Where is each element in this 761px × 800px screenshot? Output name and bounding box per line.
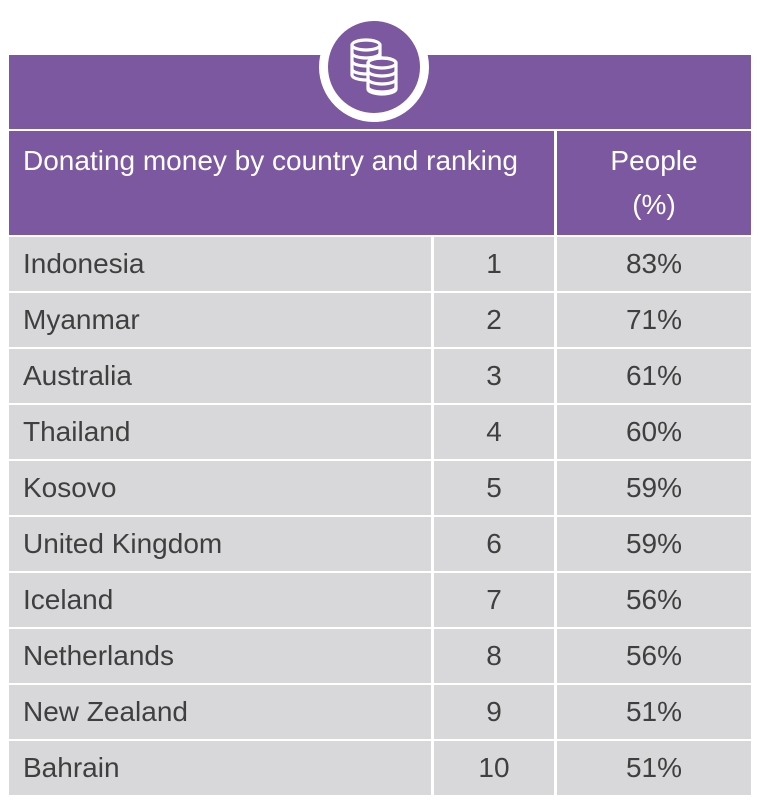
people-percent-cell: 51% <box>557 741 751 795</box>
table-header-row: Donating money by country and ranking Pe… <box>9 131 751 235</box>
rank-cell: 4 <box>434 405 554 459</box>
table-title: Donating money by country and ranking <box>9 131 554 235</box>
country-cell: Bahrain <box>9 741 431 795</box>
table-row: Bahrain 10 51% <box>9 741 751 795</box>
country-cell: Netherlands <box>9 629 431 683</box>
people-percent-cell: 71% <box>557 293 751 347</box>
country-cell: Indonesia <box>9 237 431 291</box>
rank-cell: 7 <box>434 573 554 627</box>
coin-badge-inner <box>328 21 420 113</box>
people-percent-cell: 60% <box>557 405 751 459</box>
people-percent-cell: 56% <box>557 573 751 627</box>
table-row: United Kingdom 6 59% <box>9 517 751 571</box>
country-cell: Kosovo <box>9 461 431 515</box>
table-row: Kosovo 5 59% <box>9 461 751 515</box>
table-row: Australia 3 61% <box>9 349 751 403</box>
country-cell: Iceland <box>9 573 431 627</box>
rank-cell: 3 <box>434 349 554 403</box>
table-row: Iceland 7 56% <box>9 573 751 627</box>
table-row: Indonesia 1 83% <box>9 237 751 291</box>
country-cell: Australia <box>9 349 431 403</box>
people-percent-cell: 61% <box>557 349 751 403</box>
country-cell: United Kingdom <box>9 517 431 571</box>
country-cell: Myanmar <box>9 293 431 347</box>
table-body: Indonesia 1 83% Myanmar 2 71% Australia … <box>9 237 751 797</box>
people-percent-cell: 51% <box>557 685 751 739</box>
coins-icon <box>350 38 398 96</box>
country-cell: Thailand <box>9 405 431 459</box>
table-row: Myanmar 2 71% <box>9 293 751 347</box>
people-percent-cell: 83% <box>557 237 751 291</box>
rank-cell: 8 <box>434 629 554 683</box>
rank-cell: 5 <box>434 461 554 515</box>
people-header-unit: (%) <box>632 189 676 220</box>
table-row: Netherlands 8 56% <box>9 629 751 683</box>
country-cell: New Zealand <box>9 685 431 739</box>
rank-cell: 1 <box>434 237 554 291</box>
rank-cell: 9 <box>434 685 554 739</box>
people-header-label: People <box>610 145 698 176</box>
people-column-header: People (%) <box>557 131 751 235</box>
rank-cell: 10 <box>434 741 554 795</box>
people-percent-cell: 59% <box>557 461 751 515</box>
rank-cell: 2 <box>434 293 554 347</box>
coin-badge <box>319 12 429 122</box>
people-percent-cell: 59% <box>557 517 751 571</box>
people-percent-cell: 56% <box>557 629 751 683</box>
table-row: New Zealand 9 51% <box>9 685 751 739</box>
table-row: Thailand 4 60% <box>9 405 751 459</box>
rank-cell: 6 <box>434 517 554 571</box>
